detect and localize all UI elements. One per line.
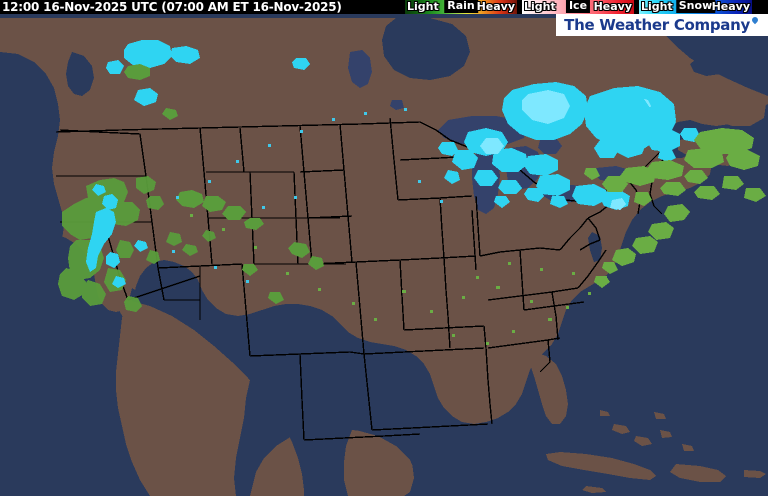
precip-scattered-snow-pixels	[172, 108, 443, 283]
landmass-cuba	[546, 452, 656, 480]
ice-light-label: Light	[524, 0, 556, 13]
precip-new-england-snow	[594, 92, 700, 162]
puget-sound-water	[66, 52, 94, 96]
landmass-jamaica	[582, 486, 606, 493]
snow-heavy-label: Heavy	[711, 0, 750, 13]
precip-sierra-snow	[86, 184, 148, 288]
hudson-bay	[382, 18, 470, 80]
precip-scattered-pixels	[190, 214, 607, 345]
landmass-bahamas	[600, 410, 694, 451]
precipitation-legend: Light Rain Heavy Light Ice Heavy Light S…	[405, 0, 757, 14]
legend-group-rain: Light Rain Heavy	[405, 0, 517, 14]
rain-title-label: Rain	[444, 0, 478, 13]
legend-group-ice: Light Ice Heavy	[522, 0, 634, 14]
chesapeake-bay	[588, 232, 602, 262]
north-atlantic	[640, 18, 768, 96]
lake-winnipeg	[348, 50, 372, 88]
landmass-hispaniola	[670, 464, 726, 482]
lake-of-woods	[390, 100, 404, 110]
snow-light-label: Light	[641, 0, 673, 13]
precip-northern-rockies	[124, 64, 324, 304]
coastline-pacific	[0, 52, 64, 282]
political-borders	[55, 117, 679, 441]
precipitation-layer	[58, 40, 766, 345]
raindrop-icon	[750, 15, 760, 25]
ice-heavy-label: Heavy	[593, 0, 632, 13]
legend-group-snow: Light Snow Heavy	[639, 0, 752, 14]
timestamp-label: 12:00 16-Nov-2025 UTC (07:00 AM ET 16-No…	[2, 0, 342, 14]
weather-company-logo-text: The Weather Company	[564, 16, 750, 34]
precip-atlantic-canada-rain	[584, 128, 766, 288]
ice-title-label: Ice	[565, 0, 591, 13]
snow-title-label: Snow	[675, 0, 716, 13]
landmass-newfoundland	[708, 90, 766, 126]
landmass-florida	[530, 352, 568, 424]
weather-company-logo[interactable]: The Weather Company	[556, 14, 768, 36]
gulf-of-mexico	[234, 380, 444, 496]
landmass-puerto-rico	[744, 470, 766, 478]
rain-heavy-label: Heavy	[476, 0, 515, 13]
rain-light-label: Light	[407, 0, 439, 13]
precip-pacific-northwest	[106, 40, 310, 106]
georgian-bay	[538, 138, 562, 154]
